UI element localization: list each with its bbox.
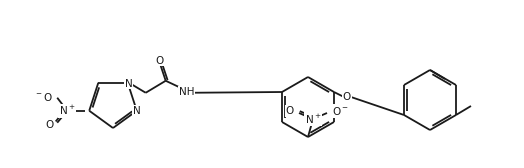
Text: O$^-$: O$^-$ — [332, 105, 349, 117]
Text: NH: NH — [179, 87, 194, 97]
Text: O: O — [286, 106, 294, 116]
Text: O: O — [343, 92, 351, 102]
Text: N$^+$: N$^+$ — [59, 104, 75, 117]
Text: N: N — [125, 79, 133, 89]
Text: $^-$O: $^-$O — [34, 91, 53, 103]
Text: O: O — [156, 56, 164, 66]
Text: N: N — [133, 106, 140, 116]
Text: N$^+$: N$^+$ — [304, 112, 321, 125]
Text: O: O — [45, 120, 53, 130]
